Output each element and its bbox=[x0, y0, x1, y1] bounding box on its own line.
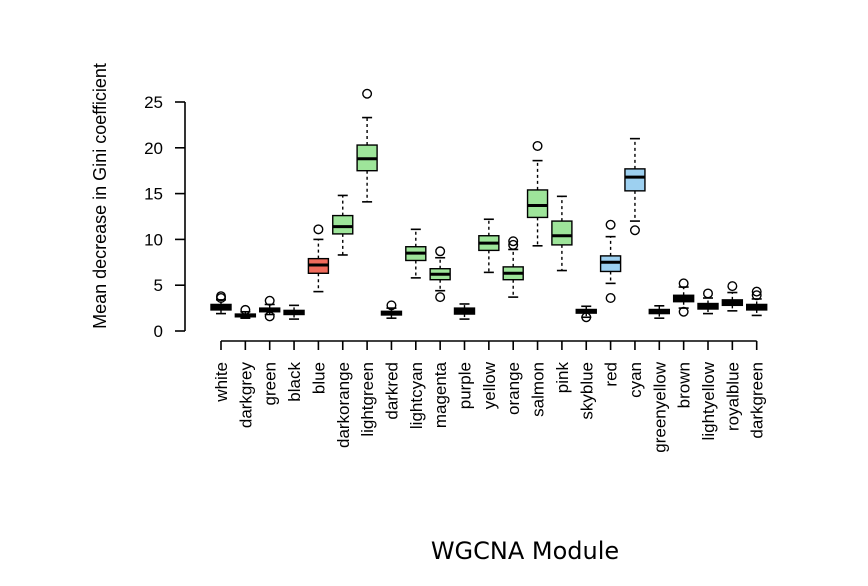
box-orange bbox=[502, 236, 524, 298]
box-black bbox=[283, 304, 305, 320]
outlier-point bbox=[703, 288, 714, 299]
box-cyan bbox=[624, 137, 646, 236]
box-brown bbox=[672, 278, 695, 317]
x-tick-label: darkred bbox=[382, 362, 401, 420]
outlier-point bbox=[605, 293, 616, 304]
y-axis: 0 5 10 15 20 25 bbox=[144, 93, 186, 341]
outlier-point bbox=[751, 290, 762, 301]
x-axis-title: WGCNA Module bbox=[431, 537, 619, 565]
outlier-point bbox=[751, 286, 762, 297]
x-tick-label: black bbox=[285, 362, 304, 402]
x-tick-label: darkgreen bbox=[748, 362, 767, 439]
box-darkorange bbox=[332, 194, 354, 256]
outlier-point bbox=[727, 281, 738, 292]
outlier-point bbox=[435, 292, 446, 303]
outlier-point bbox=[386, 300, 397, 311]
y-axis-title: Mean decrease in Gini coefficient bbox=[90, 63, 110, 329]
box-iqr bbox=[332, 214, 354, 235]
x-tick-label: lightcyan bbox=[407, 362, 426, 429]
box-iqr bbox=[526, 189, 549, 219]
outlier-point bbox=[264, 295, 275, 306]
box-skyblue bbox=[575, 305, 597, 323]
x-tick-label: blue bbox=[309, 362, 328, 394]
box-red bbox=[599, 219, 622, 304]
box-series bbox=[210, 88, 768, 323]
box-yellow bbox=[478, 218, 500, 274]
x-tick-label: orange bbox=[504, 362, 523, 415]
box-purple bbox=[453, 303, 476, 320]
box-lightyellow bbox=[697, 288, 719, 315]
box-blue bbox=[307, 224, 330, 293]
outlier-point bbox=[532, 140, 543, 151]
x-tick-label: lightyellow bbox=[699, 361, 718, 440]
x-tick-label: royalblue bbox=[723, 362, 742, 431]
outlier-point bbox=[678, 306, 689, 317]
box-darkred bbox=[380, 300, 403, 319]
x-tick-label: yellow bbox=[480, 361, 499, 409]
x-tick-label: darkgrey bbox=[236, 362, 255, 429]
x-tick-label: pink bbox=[553, 362, 572, 394]
x-tick-label: salmon bbox=[529, 362, 548, 417]
box-lightcyan bbox=[405, 228, 427, 279]
y-tick-label: 5 bbox=[154, 276, 163, 295]
y-tick-label: 20 bbox=[144, 139, 163, 158]
x-tick-label: green bbox=[261, 362, 280, 405]
outlier-point bbox=[605, 219, 616, 230]
outlier-point bbox=[240, 304, 251, 315]
box-white bbox=[210, 291, 232, 315]
box-salmon bbox=[526, 140, 549, 247]
x-tick-label: purple bbox=[456, 362, 475, 409]
x-tick-label: cyan bbox=[626, 362, 645, 398]
y-tick-label: 0 bbox=[154, 322, 163, 341]
box-royalblue bbox=[721, 281, 744, 312]
outlier-point bbox=[508, 239, 519, 250]
box-green bbox=[259, 295, 281, 322]
outlier-point bbox=[435, 246, 446, 257]
outlier-point bbox=[629, 225, 640, 236]
outlier-point bbox=[215, 291, 226, 302]
outlier-point bbox=[508, 236, 519, 247]
box-iqr bbox=[551, 220, 573, 246]
y-tick-label: 10 bbox=[144, 230, 163, 249]
outlier-point bbox=[313, 224, 324, 235]
outlier-point bbox=[362, 88, 373, 99]
x-tick-label: red bbox=[602, 362, 621, 387]
x-tick-label: darkorange bbox=[334, 362, 353, 448]
x-tick-label: white bbox=[212, 362, 231, 403]
box-greenyellow bbox=[648, 305, 670, 319]
outlier-point bbox=[678, 278, 689, 289]
box-darkgreen bbox=[746, 286, 768, 317]
x-tick-label: skyblue bbox=[577, 362, 596, 420]
box-darkgrey bbox=[234, 304, 257, 319]
y-tick-label: 25 bbox=[144, 93, 163, 112]
x-tick-label: brown bbox=[675, 362, 694, 408]
x-tick-label: magenta bbox=[431, 361, 450, 428]
outlier-point bbox=[581, 312, 592, 323]
box-iqr bbox=[624, 168, 646, 192]
box-magenta bbox=[429, 246, 451, 303]
box-lightgreen bbox=[356, 88, 378, 203]
x-tick-label: greenyellow bbox=[650, 361, 669, 452]
x-axis: white darkgrey green black blue darkorange lig… bbox=[212, 340, 767, 453]
box-pink bbox=[551, 195, 573, 272]
y-tick-label: 15 bbox=[144, 185, 163, 204]
outlier-point bbox=[264, 311, 275, 322]
x-tick-label: lightgreen bbox=[358, 362, 377, 437]
